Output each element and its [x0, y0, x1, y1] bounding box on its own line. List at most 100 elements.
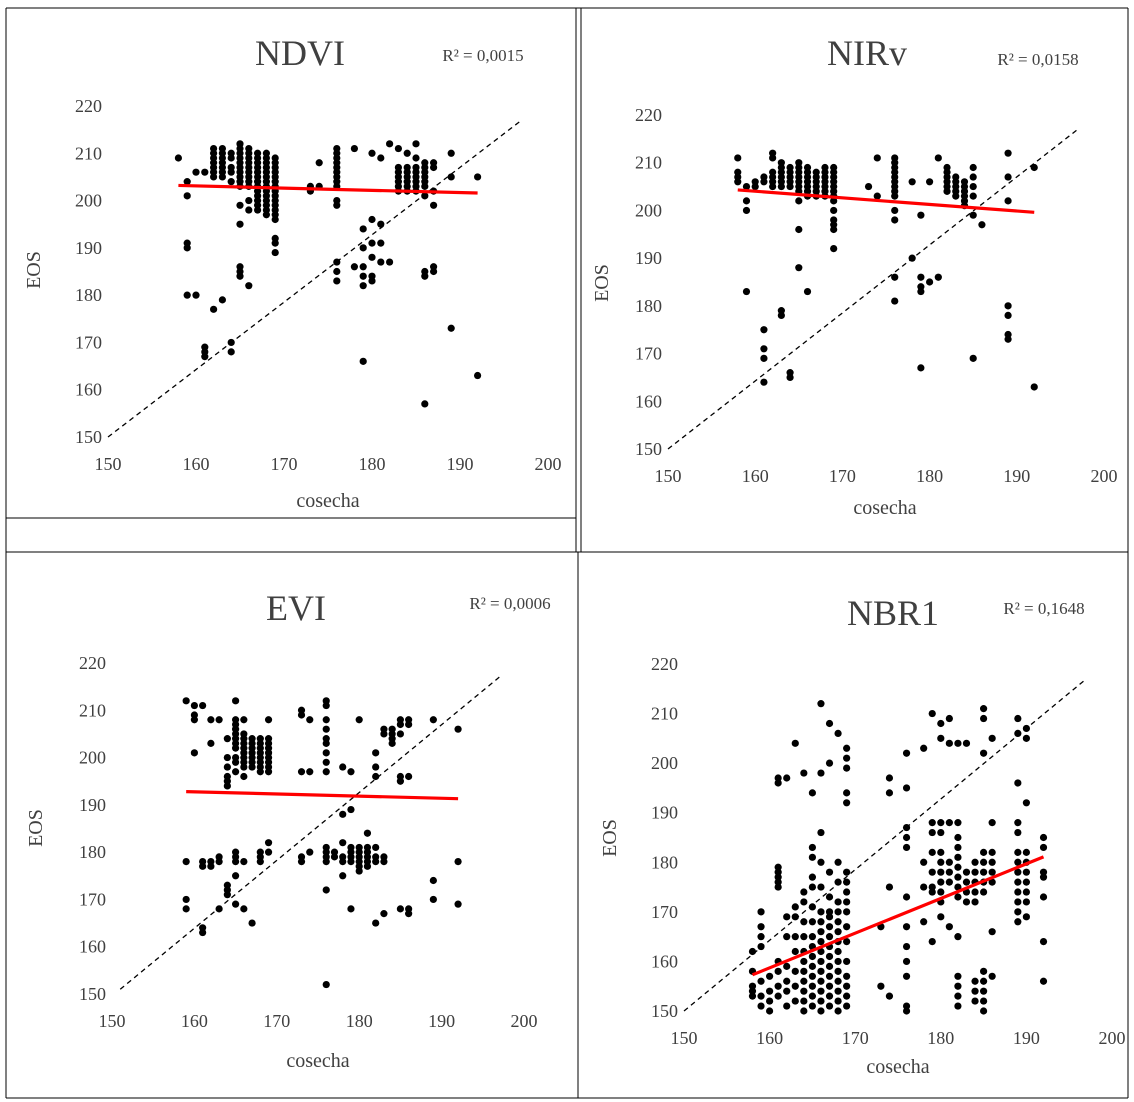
chart-title: NIRv	[827, 33, 907, 73]
data-point	[201, 353, 209, 361]
data-point	[339, 839, 347, 847]
data-point	[760, 345, 768, 353]
data-point	[368, 215, 376, 224]
data-point	[201, 168, 209, 176]
data-point	[980, 749, 988, 757]
data-point	[306, 768, 314, 776]
data-point	[766, 997, 774, 1005]
data-point	[403, 149, 411, 157]
data-point	[962, 898, 971, 906]
data-point	[954, 883, 962, 891]
data-point	[1039, 977, 1048, 985]
data-point	[240, 858, 248, 866]
data-point	[207, 716, 215, 724]
data-point	[800, 769, 808, 777]
data-point	[236, 272, 244, 280]
data-point	[256, 768, 264, 776]
x-tick-label: 160	[742, 466, 769, 486]
data-point	[817, 700, 825, 708]
data-point	[902, 923, 911, 931]
data-point	[834, 908, 842, 916]
data-point	[825, 719, 834, 728]
data-point	[210, 305, 218, 313]
data-point	[368, 239, 376, 247]
data-point	[783, 774, 791, 782]
data-point	[834, 858, 842, 866]
data-point	[980, 997, 988, 1005]
data-point	[429, 876, 437, 885]
data-point	[1022, 734, 1030, 742]
data-point	[817, 1007, 825, 1015]
data-point	[182, 895, 190, 904]
y-tick-label: 200	[75, 191, 102, 211]
data-point	[394, 144, 402, 153]
data-point	[988, 868, 996, 876]
data-point	[830, 197, 838, 205]
data-point	[183, 291, 191, 299]
data-point	[368, 253, 376, 261]
data-point	[264, 848, 273, 856]
data-point	[902, 833, 911, 842]
data-point	[412, 140, 420, 148]
data-point	[783, 933, 791, 941]
data-point	[988, 878, 996, 886]
data-point	[783, 962, 791, 970]
y-tick-label: 160	[635, 391, 662, 411]
x-tick-label: 190	[1003, 466, 1030, 486]
x-tick-label: 200	[535, 454, 562, 474]
data-point	[902, 823, 911, 832]
data-point	[954, 992, 962, 1000]
y-tick-label: 150	[635, 439, 662, 459]
data-point	[232, 872, 240, 880]
data-point	[954, 853, 962, 861]
data-point	[825, 933, 834, 941]
data-point	[825, 893, 834, 901]
data-point	[396, 905, 404, 913]
data-point	[817, 908, 825, 916]
data-point	[757, 933, 765, 941]
data-point	[372, 858, 380, 866]
data-point	[322, 749, 330, 757]
data-point	[1039, 938, 1048, 946]
y-tick-label: 180	[75, 285, 102, 305]
data-point	[937, 848, 945, 856]
data-point	[333, 267, 341, 276]
identity-line	[107, 119, 522, 438]
data-point	[240, 763, 248, 771]
data-point	[218, 296, 226, 304]
data-point	[421, 192, 429, 200]
data-point	[980, 987, 988, 995]
data-point	[937, 868, 945, 876]
data-point	[825, 972, 834, 980]
data-point	[891, 192, 899, 200]
data-point	[322, 886, 330, 894]
data-point	[174, 154, 182, 162]
data-point	[843, 957, 851, 966]
data-point	[223, 735, 231, 743]
data-point	[962, 868, 971, 876]
data-point	[322, 768, 330, 776]
data-point	[766, 972, 774, 980]
data-point	[971, 888, 979, 896]
data-point	[817, 977, 825, 985]
data-point	[757, 908, 765, 916]
data-point	[339, 810, 347, 818]
y-tick-label: 220	[651, 654, 678, 674]
data-point	[843, 878, 851, 886]
data-point	[843, 764, 851, 772]
data-point	[264, 768, 273, 776]
data-point	[377, 239, 385, 247]
data-point	[1014, 729, 1022, 738]
data-point	[359, 263, 367, 271]
data-point	[1039, 873, 1048, 881]
data-point	[980, 967, 988, 975]
data-point	[843, 888, 851, 896]
x-tick-label: 160	[183, 454, 210, 474]
data-point	[825, 992, 834, 1000]
data-point	[248, 763, 256, 771]
data-point	[843, 799, 851, 807]
data-point	[236, 220, 244, 228]
data-point	[757, 977, 765, 985]
data-point	[800, 997, 808, 1005]
